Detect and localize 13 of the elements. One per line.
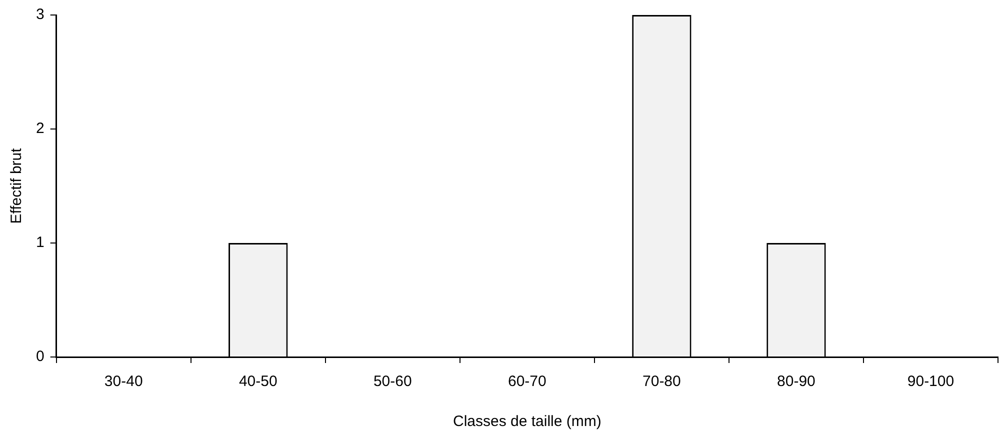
x-tick-label: 30-40	[104, 373, 143, 390]
y-tick-label: 2	[36, 120, 44, 138]
y-tick-label: 1	[36, 234, 44, 252]
x-tick-label: 90-100	[907, 373, 954, 390]
x-tick-label: 60-70	[508, 373, 546, 390]
y-tick-label: 3	[36, 6, 44, 24]
x-tick-label: 50-60	[373, 373, 412, 390]
x-tick-label: 70-80	[642, 373, 681, 390]
y-tick-label: 0	[36, 348, 44, 366]
x-tick-label: 40-50	[238, 373, 278, 390]
x-axis-title: Classes de taille (mm)	[452, 413, 602, 430]
y-axis-title: Effectif brut	[8, 147, 26, 224]
x-tick-label: 80-90	[777, 373, 816, 390]
